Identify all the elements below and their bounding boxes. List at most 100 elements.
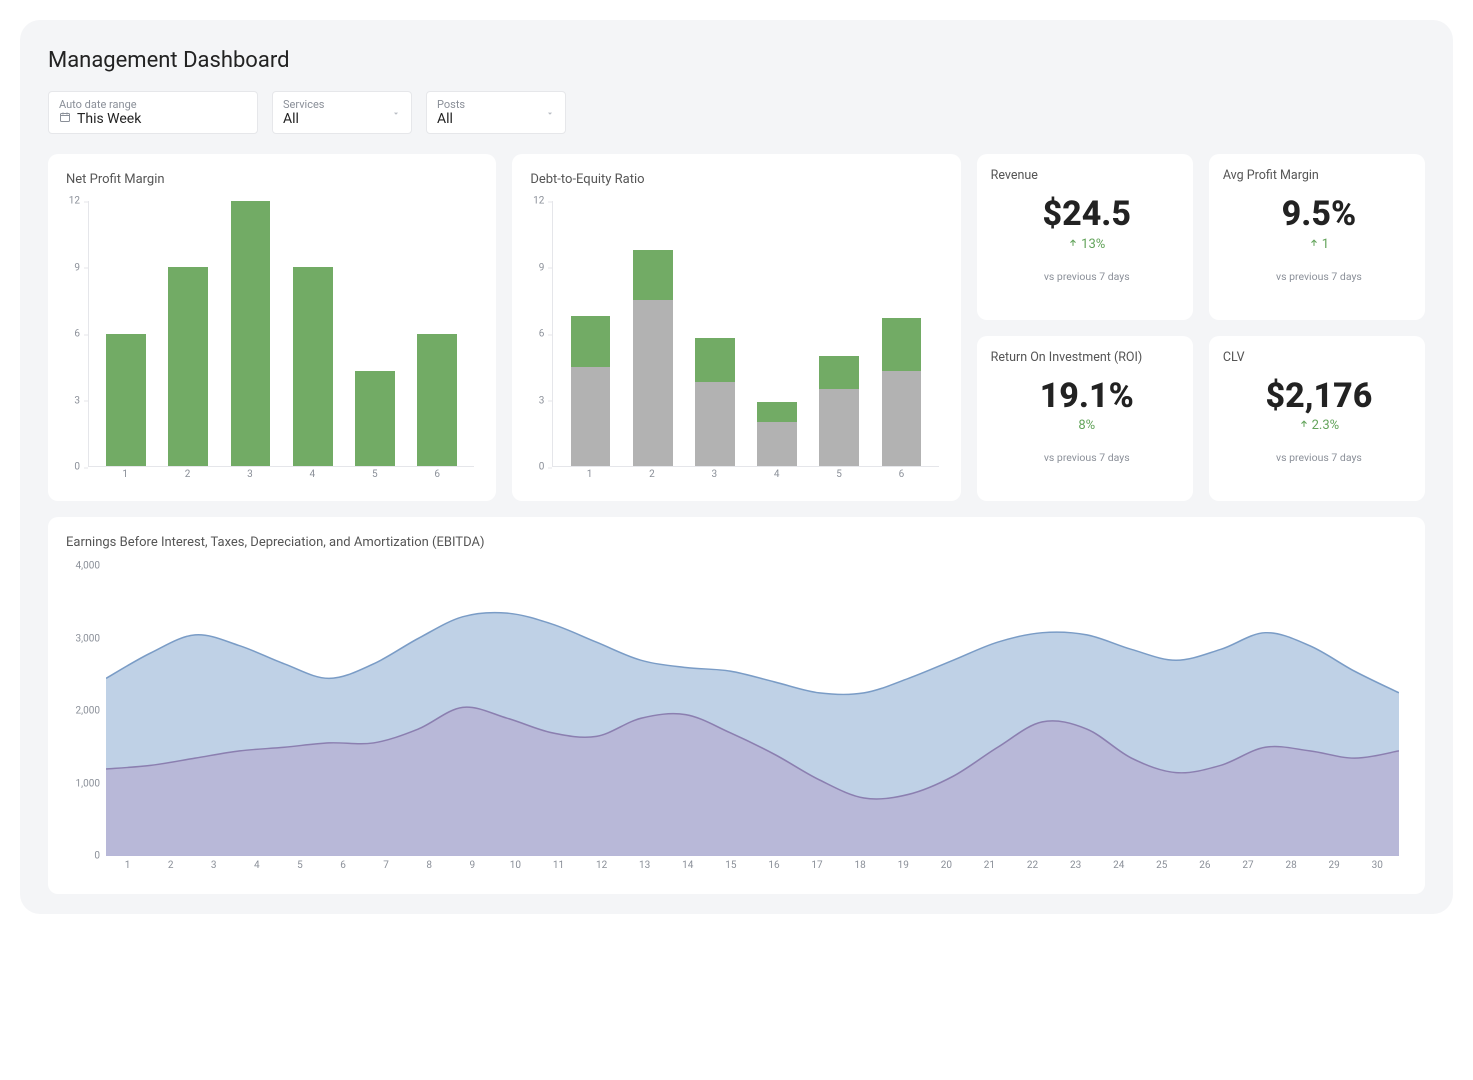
card-debt-equity: Debt-to-Equity Ratio 036912 123456 xyxy=(512,154,960,501)
x-label: 6 xyxy=(870,469,932,487)
kpi-compare: vs previous 7 days xyxy=(991,451,1183,464)
x-label: 29 xyxy=(1313,860,1356,880)
kpi-revenue: Revenue $24.5 13% vs previous 7 days xyxy=(977,154,1193,320)
y-tick: 3 xyxy=(66,395,84,406)
y-tick: 3,000 xyxy=(66,633,100,644)
card-title: Earnings Before Interest, Taxes, Depreci… xyxy=(66,535,1407,550)
x-label: 4 xyxy=(281,469,343,487)
debt-equity-chart: 036912 123456 xyxy=(530,197,942,487)
kpi-roi: Return On Investment (ROI) 19.1% 8% vs p… xyxy=(977,336,1193,502)
calendar-icon xyxy=(59,111,71,127)
y-tick: 9 xyxy=(66,262,84,273)
y-tick: 6 xyxy=(66,329,84,340)
x-label: 15 xyxy=(709,860,752,880)
top-row: Net Profit Margin 036912 123456 Debt-to-… xyxy=(48,154,1425,501)
kpi-grid: Revenue $24.5 13% vs previous 7 days Avg… xyxy=(977,154,1425,501)
kpi-value: 19.1% xyxy=(991,379,1183,415)
x-label: 3 xyxy=(683,469,745,487)
filter-bar: Auto date range This Week Services All P… xyxy=(48,91,1425,134)
kpi-compare: vs previous 7 days xyxy=(991,270,1183,283)
x-label: 25 xyxy=(1140,860,1183,880)
x-label: 19 xyxy=(882,860,925,880)
y-tick: 0 xyxy=(66,462,84,473)
x-label: 11 xyxy=(537,860,580,880)
x-label: 27 xyxy=(1226,860,1269,880)
filter-posts-label: Posts xyxy=(437,98,555,111)
x-label: 1 xyxy=(106,860,149,880)
bar xyxy=(231,201,271,466)
card-net-profit-margin: Net Profit Margin 036912 123456 xyxy=(48,154,496,501)
stacked-bar xyxy=(633,201,673,466)
x-label: 17 xyxy=(796,860,839,880)
x-label: 22 xyxy=(1011,860,1054,880)
y-tick: 9 xyxy=(530,262,548,273)
bar xyxy=(417,201,457,466)
filter-services-label: Services xyxy=(283,98,401,111)
card-ebitda: Earnings Before Interest, Taxes, Depreci… xyxy=(48,517,1425,894)
arrow-up-icon xyxy=(1299,418,1309,433)
filter-services[interactable]: Services All xyxy=(272,91,412,134)
x-label: 1 xyxy=(558,469,620,487)
stacked-bar xyxy=(819,201,859,466)
filter-date-range[interactable]: Auto date range This Week xyxy=(48,91,258,134)
x-label: 3 xyxy=(192,860,235,880)
x-label: 26 xyxy=(1183,860,1226,880)
x-label: 5 xyxy=(278,860,321,880)
y-tick: 0 xyxy=(66,851,100,862)
stacked-bar xyxy=(882,201,922,466)
y-tick: 6 xyxy=(530,329,548,340)
net-profit-chart: 036912 123456 xyxy=(66,197,478,487)
kpi-compare: vs previous 7 days xyxy=(1223,270,1415,283)
kpi-avg-profit-margin: Avg Profit Margin 9.5% 1 vs previous 7 d… xyxy=(1209,154,1425,320)
kpi-title: Avg Profit Margin xyxy=(1223,168,1415,183)
filter-posts-value: All xyxy=(437,111,555,127)
kpi-value: 9.5% xyxy=(1223,197,1415,233)
x-label: 7 xyxy=(365,860,408,880)
x-label: 20 xyxy=(925,860,968,880)
y-tick: 3 xyxy=(530,395,548,406)
y-tick: 0 xyxy=(530,462,548,473)
x-label: 30 xyxy=(1356,860,1399,880)
x-label: 6 xyxy=(406,469,468,487)
kpi-change: 8% xyxy=(1078,418,1095,433)
card-title: Debt-to-Equity Ratio xyxy=(530,172,942,187)
filter-date-range-value: This Week xyxy=(77,111,141,127)
x-label: 24 xyxy=(1097,860,1140,880)
y-tick: 4,000 xyxy=(66,561,100,572)
x-label: 14 xyxy=(666,860,709,880)
kpi-compare: vs previous 7 days xyxy=(1223,451,1415,464)
y-tick: 12 xyxy=(66,196,84,207)
x-label: 12 xyxy=(580,860,623,880)
stacked-bar xyxy=(695,201,735,466)
kpi-title: CLV xyxy=(1223,350,1415,365)
kpi-change: 13% xyxy=(1068,237,1105,252)
card-title: Net Profit Margin xyxy=(66,172,478,187)
x-label: 9 xyxy=(451,860,494,880)
kpi-change: 2.3% xyxy=(1299,418,1340,433)
x-label: 6 xyxy=(321,860,364,880)
x-label: 16 xyxy=(752,860,795,880)
x-label: 28 xyxy=(1270,860,1313,880)
x-label: 21 xyxy=(968,860,1011,880)
bar xyxy=(168,201,208,466)
page-title: Management Dashboard xyxy=(48,48,1425,73)
x-label: 4 xyxy=(746,469,808,487)
filter-posts[interactable]: Posts All xyxy=(426,91,566,134)
y-tick: 12 xyxy=(530,196,548,207)
x-label: 13 xyxy=(623,860,666,880)
x-label: 5 xyxy=(344,469,406,487)
y-tick: 2,000 xyxy=(66,706,100,717)
x-label: 2 xyxy=(156,469,218,487)
stacked-bar xyxy=(757,201,797,466)
filter-services-value: All xyxy=(283,111,401,127)
x-label: 5 xyxy=(808,469,870,487)
kpi-clv: CLV $2,176 2.3% vs previous 7 days xyxy=(1209,336,1425,502)
kpi-title: Revenue xyxy=(991,168,1183,183)
dashboard-root: Management Dashboard Auto date range Thi… xyxy=(20,20,1453,914)
bar xyxy=(293,201,333,466)
x-label: 2 xyxy=(149,860,192,880)
bar xyxy=(355,201,395,466)
x-label: 3 xyxy=(219,469,281,487)
kpi-title: Return On Investment (ROI) xyxy=(991,350,1183,365)
chevron-down-icon xyxy=(391,103,401,122)
